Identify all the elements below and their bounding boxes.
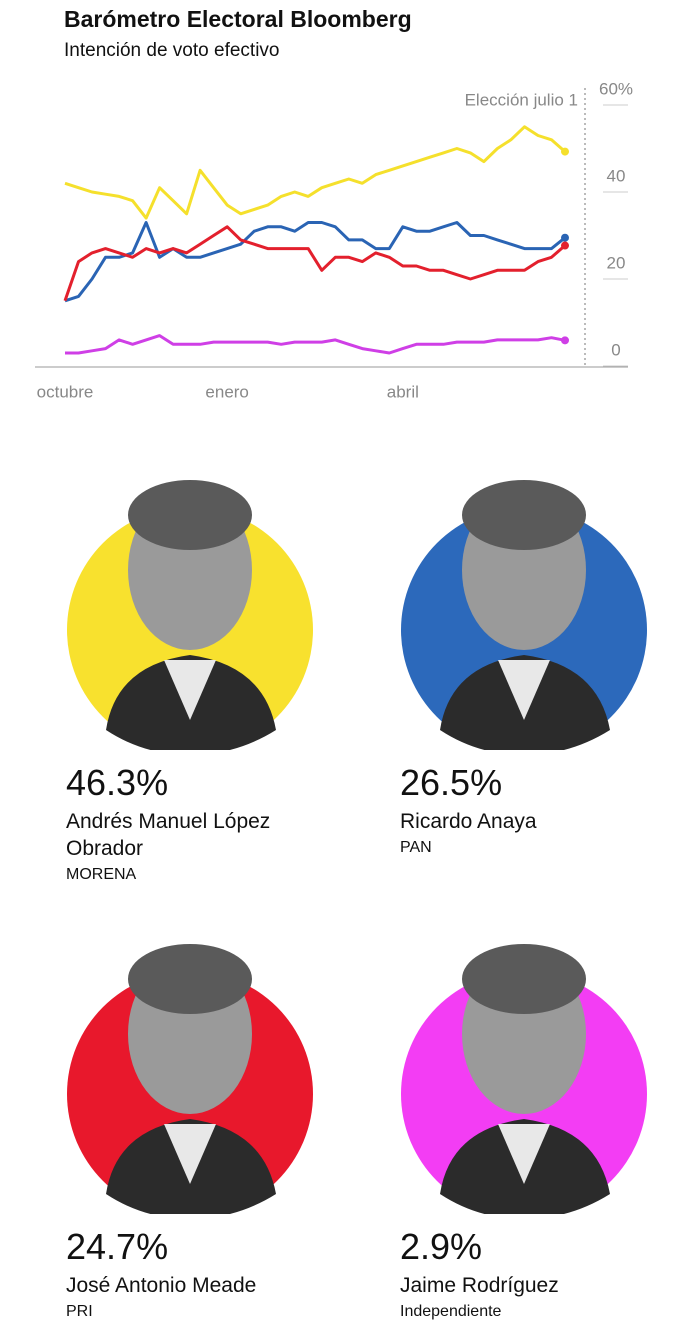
candidate-name: José Antonio Meade	[66, 1274, 257, 1297]
candidate-name: Ricardo Anaya	[400, 810, 537, 833]
candidate-name: Jaime Rodríguez	[400, 1274, 559, 1297]
y-tick-label: 60%	[599, 79, 633, 98]
candidate-name: Andrés Manuel López Obrador	[66, 810, 271, 860]
candidate-party: PAN	[400, 839, 432, 856]
chart: Elección julio 1 60% 40 20 0 octubre enero abr…	[35, 79, 633, 401]
silhouette-collar	[498, 1124, 550, 1184]
end-dot	[561, 147, 569, 156]
silhouette-hair	[128, 480, 252, 550]
candidate-party: MORENA	[66, 866, 137, 883]
candidate-percent: 24.7%	[66, 1226, 169, 1267]
series-line	[64, 221, 566, 303]
series-line	[64, 125, 566, 220]
candidate-card: 2.9% Jaime Rodríguez Independiente	[400, 924, 690, 1321]
silhouette-hair	[462, 944, 586, 1014]
end-dot	[561, 241, 569, 250]
candidate-party: Independiente	[400, 1303, 502, 1320]
silhouette-hair	[128, 944, 252, 1014]
candidate-party: PRI	[66, 1303, 93, 1320]
x-tick-label: abril	[387, 382, 419, 401]
candidate-card: 24.7% José Antonio Meade PRI	[66, 924, 356, 1321]
silhouette-collar	[164, 1124, 216, 1184]
candidate-card: 26.5% Ricardo Anaya PAN	[400, 460, 690, 857]
y-tick-label: 40	[607, 166, 626, 185]
candidate-percent: 26.5%	[400, 762, 503, 803]
series-line	[65, 334, 566, 355]
annotation: Elección julio 1	[465, 90, 578, 109]
portrait	[401, 480, 647, 750]
end-dot	[561, 336, 569, 345]
silhouette-hair	[462, 480, 586, 550]
candidate-percent: 2.9%	[400, 1226, 483, 1267]
end-dot	[561, 233, 569, 242]
portrait	[67, 944, 313, 1214]
portrait	[401, 944, 647, 1214]
portrait	[67, 480, 313, 750]
silhouette-collar	[164, 660, 216, 720]
candidate-card: 46.3% Andrés Manuel López Obrador MORENA	[66, 460, 356, 884]
x-tick-label: octubre	[37, 382, 94, 401]
silhouette-collar	[498, 660, 550, 720]
candidate-percent: 46.3%	[66, 762, 169, 803]
series-line	[63, 225, 566, 302]
title: Barómetro Electoral Bloomberg	[64, 6, 412, 32]
x-tick-label: enero	[205, 382, 248, 401]
y-tick-label: 0	[611, 340, 620, 359]
subtitle: Intención de voto efectivo	[64, 40, 280, 61]
y-tick-label: 20	[607, 253, 626, 272]
